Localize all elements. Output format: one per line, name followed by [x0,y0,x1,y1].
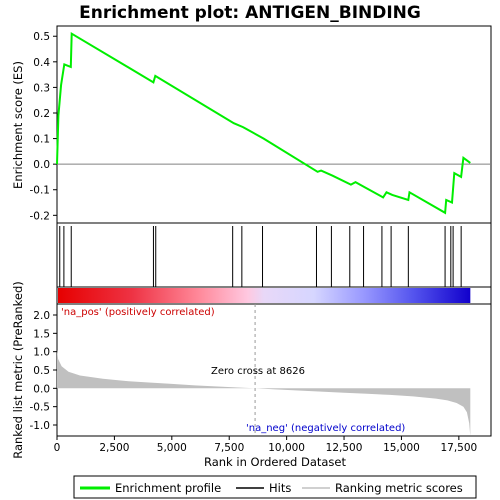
hits-panel [56,222,492,288]
x-tick-label: 12,500 [326,442,363,454]
ranking-metric-area [57,349,471,436]
zero-cross-annotation: Zero cross at 8626 [211,366,305,377]
x-tick-label: 17,500 [440,442,477,454]
metric-y-axis: -1.0 -0.5 0.0 0.5 1.0 1.5 2.0 [30,310,57,432]
metric-y-tick-label: -1.0 [30,420,51,432]
x-tick-label: 15,000 [383,442,420,454]
rank-colorbar [58,288,471,303]
legend-label-profile: Enrichment profile [115,481,221,495]
es-y-axis: -0.2 -0.1 0.0 0.1 0.2 0.3 0.4 0.5 [30,31,57,222]
x-axis: 0 2,500 5,000 7,500 10,000 12,500 15,000 17,500 [54,436,477,454]
metric-y-tick-label: 2.0 [33,310,50,322]
es-y-tick-label: 0.5 [33,31,50,43]
legend-label-hits: Hits [269,481,291,495]
x-axis-label: Rank in Ordered Dataset [204,455,347,469]
metric-y-tick-label: -0.5 [30,402,51,414]
metric-panel [56,303,492,437]
neg-annotation: 'na_neg' (negatively correlated) [246,423,405,434]
x-tick-label: 2,500 [99,442,129,454]
metric-y-tick-label: 1.0 [33,347,50,359]
metric-y-label: Ranked list metric (PreRanked) [11,281,25,459]
es-y-tick-label: -0.2 [30,210,51,222]
legend-label-metric: Ranking metric scores [335,481,463,495]
es-y-tick-label: 0.1 [33,134,50,146]
es-y-label: Enrichment score (ES) [11,61,25,189]
enrichment-profile-line [56,31,471,215]
es-y-tick-label: 0.4 [33,57,50,69]
metric-y-tick-label: 0.0 [33,383,50,395]
metric-y-tick-label: 0.5 [33,365,50,377]
metric-y-tick-label: 1.5 [33,328,50,340]
es-y-tick-label: 0.2 [33,108,50,120]
x-tick-label: 7,500 [214,442,244,454]
es-panel [56,25,492,224]
es-y-tick-label: 0.0 [33,159,50,171]
es-y-tick-label: -0.1 [30,185,51,197]
pos-annotation: 'na_pos' (positively correlated) [61,307,215,318]
legend [73,475,477,499]
x-tick-label: 10,000 [268,442,305,454]
hits-markers [59,226,462,287]
x-tick-label: 5,000 [157,442,187,454]
x-tick-label: 0 [54,442,61,454]
es-y-tick-label: 0.3 [33,82,50,94]
chart-title: Enrichment plot: ANTIGEN_BINDING [79,3,421,23]
